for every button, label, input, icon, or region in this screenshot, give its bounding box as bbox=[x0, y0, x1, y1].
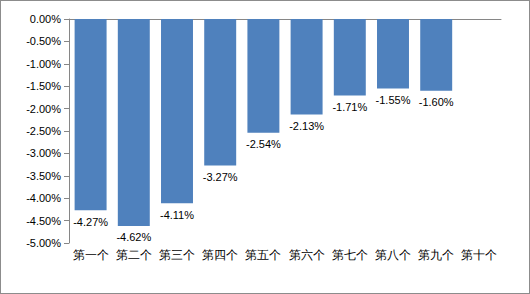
svg-text:第八个: 第八个 bbox=[375, 248, 411, 262]
svg-text:-1.71%: -1.71% bbox=[332, 101, 367, 113]
svg-text:第四个: 第四个 bbox=[202, 248, 238, 262]
svg-text:-3.50%: -3.50% bbox=[26, 170, 61, 182]
svg-text:第十个: 第十个 bbox=[461, 248, 497, 262]
svg-text:-4.62%: -4.62% bbox=[116, 231, 151, 243]
svg-text:第五个: 第五个 bbox=[245, 248, 281, 262]
svg-text:-1.55%: -1.55% bbox=[376, 94, 411, 106]
svg-text:-4.11%: -4.11% bbox=[160, 209, 194, 221]
svg-text:第七个: 第七个 bbox=[332, 248, 368, 262]
svg-text:第二个: 第二个 bbox=[116, 248, 152, 262]
svg-text:第六个: 第六个 bbox=[289, 248, 325, 262]
svg-text:-3.27%: -3.27% bbox=[203, 171, 238, 183]
svg-text:-4.27%: -4.27% bbox=[73, 216, 108, 228]
svg-text:-5.00%: -5.00% bbox=[26, 237, 61, 249]
svg-text:-2.13%: -2.13% bbox=[289, 120, 324, 132]
svg-text:-1.00%: -1.00% bbox=[26, 58, 61, 70]
svg-text:-1.60%: -1.60% bbox=[419, 96, 454, 108]
svg-text:-2.50%: -2.50% bbox=[26, 125, 61, 137]
svg-text:0.00%: 0.00% bbox=[30, 13, 61, 25]
svg-text:-4.50%: -4.50% bbox=[26, 215, 61, 227]
svg-text:第九个: 第九个 bbox=[418, 248, 454, 262]
svg-text:-2.54%: -2.54% bbox=[246, 138, 281, 150]
svg-text:-0.50%: -0.50% bbox=[26, 35, 61, 47]
svg-text:-2.00%: -2.00% bbox=[26, 103, 61, 115]
svg-text:-1.50%: -1.50% bbox=[26, 80, 61, 92]
svg-text:第一个: 第一个 bbox=[73, 248, 109, 262]
svg-text:第三个: 第三个 bbox=[159, 248, 195, 262]
svg-text:-4.00%: -4.00% bbox=[26, 192, 61, 204]
svg-text:-3.00%: -3.00% bbox=[26, 147, 61, 159]
